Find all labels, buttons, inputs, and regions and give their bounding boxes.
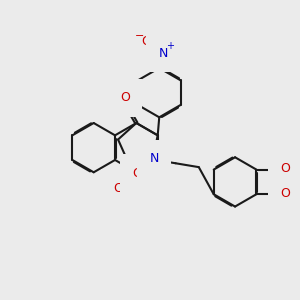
Text: O: O (132, 167, 142, 180)
Text: O: O (120, 91, 130, 104)
Text: O: O (280, 162, 290, 175)
Text: O: O (113, 182, 123, 195)
Text: +: + (166, 41, 174, 52)
Text: O: O (141, 34, 151, 48)
Text: N: N (158, 47, 168, 60)
Text: −: − (134, 31, 144, 41)
Text: O: O (280, 187, 290, 200)
Text: N: N (149, 152, 159, 165)
Text: O: O (169, 35, 179, 48)
